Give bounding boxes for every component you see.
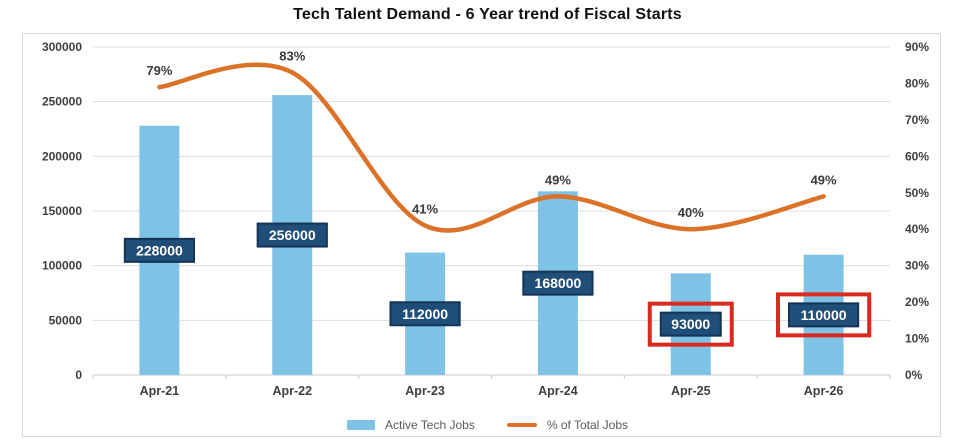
right-axis-tick-label: 70%	[905, 113, 929, 127]
highlight-box	[647, 301, 734, 347]
right-axis-tick-label: 60%	[905, 149, 929, 163]
legend: Active Tech Jobs % of Total Jobs	[0, 413, 975, 437]
bar-value-label: 256000	[269, 227, 316, 243]
x-axis-category-label: Apr-21	[140, 384, 180, 398]
left-axis-tick-label: 250000	[42, 95, 82, 109]
right-axis-tick-label: 30%	[905, 259, 929, 273]
left-axis-tick-label: 0	[75, 368, 82, 382]
chart-title: Tech Talent Demand - 6 Year trend of Fis…	[293, 6, 682, 23]
line-point-label: 49%	[545, 172, 571, 187]
left-axis-tick-label: 150000	[42, 204, 82, 218]
bar-label-box	[123, 237, 196, 263]
line-point-label: 40%	[678, 205, 704, 220]
bar-value-label: 110000	[801, 307, 847, 323]
bar-value-label: 93000	[671, 316, 710, 332]
line-point-label: 79%	[146, 63, 172, 78]
left-axis-tick-label: 200000	[42, 149, 82, 163]
right-axis-tick-label: 50%	[905, 186, 929, 200]
x-axis-category-label: Apr-24	[538, 384, 578, 398]
right-axis-tick-label: 10%	[905, 332, 929, 346]
legend-bar-swatch-icon	[347, 420, 375, 430]
bar-label-box	[389, 301, 461, 327]
right-axis-tick-label: 0%	[905, 368, 923, 382]
left-axis-tick-label: 300000	[42, 40, 82, 54]
legend-line-swatch-icon	[506, 423, 537, 427]
bar-label-box	[787, 302, 860, 328]
x-axis-category-label: Apr-23	[405, 384, 445, 398]
bar-value-label: 112000	[402, 306, 448, 322]
bar-label-box	[522, 270, 594, 296]
bar-value-label: 168000	[535, 275, 582, 291]
line-point-label: 83%	[279, 49, 305, 64]
right-axis-tick-label: 20%	[905, 295, 929, 309]
bar-label-box	[659, 311, 722, 337]
legend-line-series-label: % of Total Jobs	[546, 418, 628, 432]
x-axis-category-label: Apr-25	[671, 384, 711, 398]
x-axis-category-label: Apr-26	[804, 384, 844, 398]
trend-line	[157, 62, 826, 233]
line-point-label: 41%	[412, 202, 438, 217]
bar-label-box	[256, 222, 328, 248]
right-axis-tick-label: 80%	[905, 76, 929, 90]
right-axis-tick-label: 40%	[905, 222, 929, 236]
x-axis-category-label: Apr-22	[272, 384, 312, 398]
right-axis-tick-label: 90%	[905, 40, 929, 54]
left-axis-tick-label: 50000	[49, 313, 83, 327]
bar-value-label: 228000	[136, 242, 183, 258]
legend-bar-series-label: Active Tech Jobs	[385, 418, 475, 432]
left-axis-tick-label: 100000	[42, 259, 82, 273]
highlight-box	[775, 292, 872, 338]
line-point-label: 49%	[811, 172, 837, 187]
